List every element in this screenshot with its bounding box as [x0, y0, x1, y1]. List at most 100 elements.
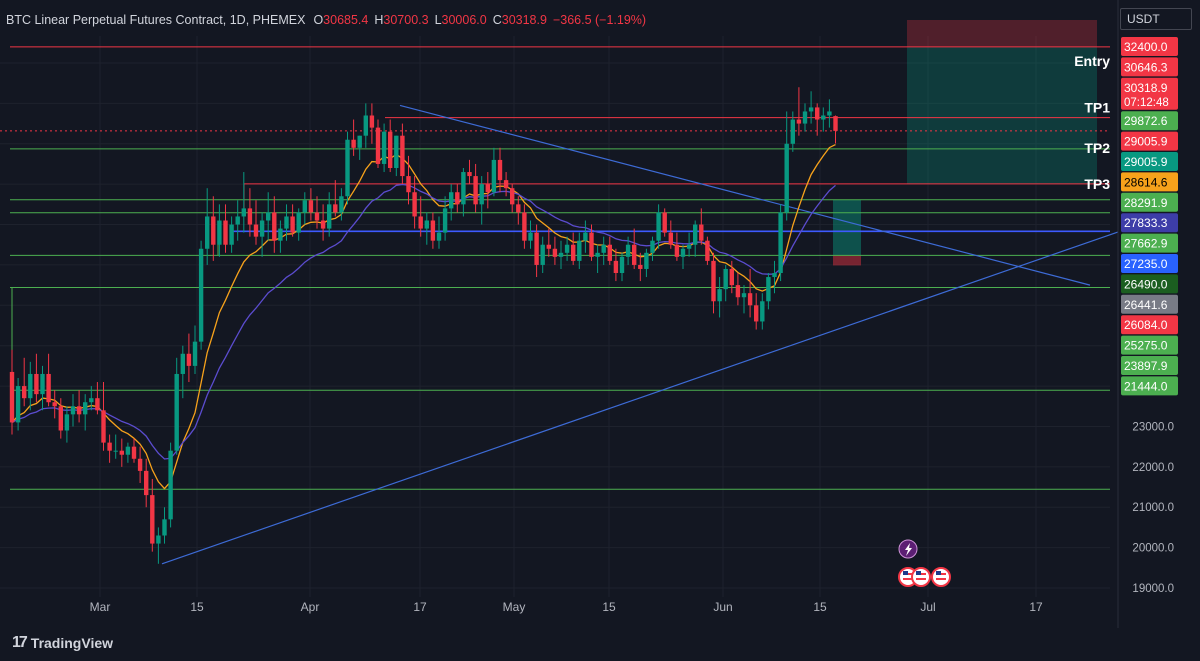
candle-body — [388, 131, 393, 168]
brand-name: TradingView — [30, 635, 114, 651]
candle-body — [89, 398, 94, 403]
price-label-text: 21444.0 — [1124, 379, 1168, 393]
price-label-tag — [1121, 335, 1178, 355]
candle-body — [375, 127, 381, 164]
candle-body — [95, 398, 100, 411]
price-label-text: 28614.6 — [1124, 175, 1168, 189]
footer-bar — [0, 628, 1200, 661]
candle-body — [607, 244, 612, 261]
candle-body — [455, 192, 460, 205]
candle-body — [534, 232, 539, 265]
ema-fast-line — [11, 144, 836, 490]
candle-body — [577, 240, 582, 261]
price-label-text: 26490.0 — [1124, 277, 1168, 291]
candle-body — [778, 212, 783, 273]
small-target-zone — [833, 199, 861, 256]
price-label-text: 27235.0 — [1124, 257, 1168, 271]
candle-body — [503, 180, 509, 189]
candle-body — [339, 196, 344, 213]
price-label-tag — [1121, 77, 1178, 110]
candle-body — [430, 220, 436, 241]
candle-body — [680, 248, 686, 257]
high-value: H30700.3 — [374, 13, 429, 27]
ascending-trendline — [161, 230, 1121, 565]
us-flag-canton-icon — [916, 571, 921, 575]
ema-slow-line — [11, 183, 836, 460]
candle-body — [180, 353, 185, 374]
currency-button[interactable]: USDT — [1120, 8, 1192, 30]
change-value: −366.5 (−1.19%) — [552, 13, 647, 27]
candle-body — [247, 208, 253, 225]
us-flag-event-icon — [911, 567, 931, 587]
candle-body — [58, 406, 63, 431]
candle-body — [168, 450, 173, 520]
candle-body — [711, 260, 716, 302]
price-label-tag — [1121, 294, 1178, 314]
candle-body — [15, 386, 21, 423]
symbol-header[interactable]: BTC Linear Perpetual Futures Contract, 1… — [6, 10, 646, 30]
open-value: O30685.4 — [313, 13, 369, 27]
candle-body — [571, 244, 576, 261]
candlestick-series — [9, 87, 838, 564]
candle-body — [424, 220, 429, 229]
price-label-countdown: 07:12:48 — [1124, 97, 1169, 109]
price-label-text: 25275.0 — [1124, 339, 1168, 353]
price-tick: 19000.0 — [1132, 583, 1174, 595]
event-markers[interactable] — [898, 539, 951, 587]
candle-body — [357, 135, 362, 148]
candle-body — [174, 373, 179, 451]
price-label-text: 27833.3 — [1124, 216, 1168, 230]
price-label-text: 26084.0 — [1124, 318, 1168, 332]
annotation-entry: Entry — [1074, 53, 1110, 69]
candle-body — [394, 135, 399, 168]
candle-body — [296, 212, 301, 233]
annotation-tp3: TP3 — [1084, 176, 1110, 192]
candle-body — [52, 402, 57, 407]
candle-body — [662, 212, 667, 233]
candle-body — [766, 277, 771, 302]
time-axis[interactable]: Mar 15 Apr 17 May 15 Jun 15 Jul 17 — [0, 597, 1118, 628]
candle-body — [552, 248, 558, 257]
candle-body — [784, 143, 789, 213]
candle-body — [674, 244, 680, 257]
candle-body — [205, 216, 210, 249]
price-label-tag — [1121, 152, 1178, 171]
candle-body — [613, 260, 619, 273]
time-axis-bg — [0, 597, 1118, 628]
candle-body — [211, 216, 216, 245]
candle-body — [619, 256, 625, 273]
candle-body — [76, 406, 82, 415]
candle-body — [595, 252, 600, 257]
tradingview-logo-icon: 17 — [12, 634, 28, 651]
candle-body — [302, 200, 307, 213]
candle-body — [747, 293, 753, 306]
price-label-tag — [1121, 233, 1178, 253]
candle-body — [150, 495, 155, 544]
price-label-text: 26441.6 — [1124, 298, 1168, 312]
candle-body — [192, 341, 198, 366]
tradingview-logo[interactable]: 17 TradingView — [12, 634, 113, 652]
candle-body — [436, 232, 442, 241]
candle-body — [22, 386, 27, 399]
time-tick: 15 — [190, 600, 204, 614]
price-label-tag — [1121, 172, 1178, 192]
candle-body — [406, 176, 411, 193]
candle-body — [28, 373, 33, 399]
candle-body — [821, 115, 826, 120]
price-label-text: 29005.9 — [1124, 155, 1168, 169]
grid-lines — [0, 36, 1110, 600]
price-label-text: 29005.9 — [1124, 135, 1168, 149]
time-tick: 15 — [813, 600, 827, 614]
candle-body — [381, 131, 387, 164]
candle-body — [827, 111, 832, 116]
candle-body — [314, 212, 320, 221]
us-flag-canton-icon — [903, 571, 908, 575]
price-tick: 23000.0 — [1132, 421, 1174, 433]
price-label-tag — [1121, 356, 1178, 375]
candle-body — [131, 446, 137, 459]
candle-body — [345, 139, 350, 197]
candle-body — [815, 107, 820, 120]
candle-body — [101, 410, 106, 443]
symbol-title[interactable]: BTC Linear Perpetual Futures Contract, 1… — [6, 13, 306, 27]
